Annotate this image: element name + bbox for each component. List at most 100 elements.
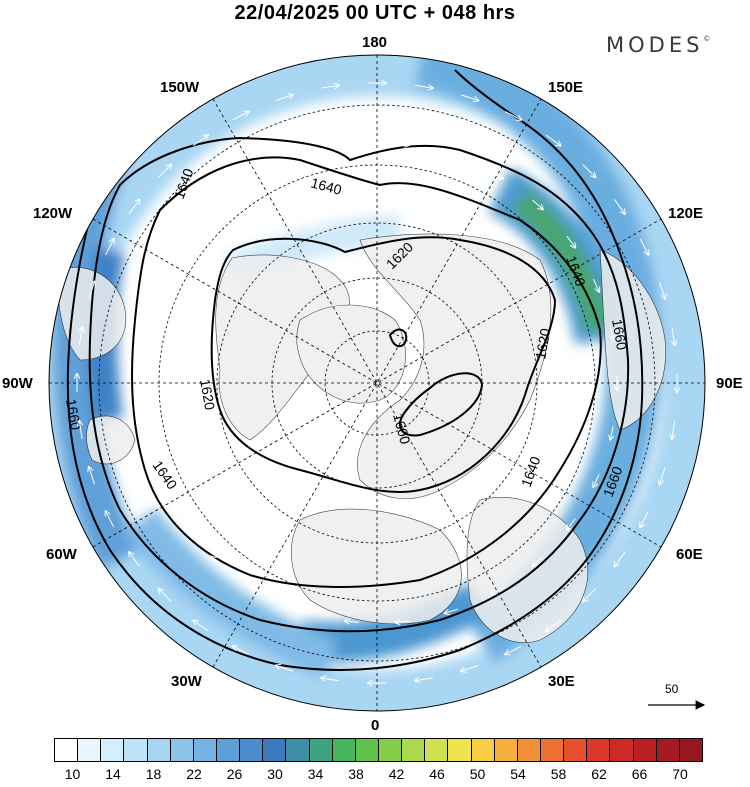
wind-arrow [592,278,599,292]
colorbar-cell [54,738,79,762]
wind-arrow [179,518,188,530]
wind-arrow [250,172,263,180]
wind-arrow [461,665,479,672]
longitude-label: 60W [46,546,77,563]
colorbar-tick-label: 66 [631,766,648,782]
wind-arrow [505,645,522,654]
colorbar-tick-label: 54 [510,766,526,782]
colorbar-cell [239,738,264,762]
wind-arrow [141,426,144,440]
wind-arrow [89,467,95,485]
map-disc: 1640 1640 1620 1640 1660 1620 1600 1620 … [49,55,705,711]
wind-arrow [79,327,82,346]
colorbar-cell [192,738,217,762]
wind-arrow [545,134,561,146]
wind-arrow [659,281,666,299]
colorbar-tick-label: 42 [388,766,405,782]
colorbar-tick-label: 10 [64,766,81,782]
colorbar-cell [632,738,657,762]
wind-arrow [660,466,666,484]
colorbar-cell [308,738,333,762]
colorbar-cell [331,738,356,762]
colorbar-tick-label: 18 [145,766,162,782]
colorbar-tick-label: 46 [429,766,445,782]
longitude-label: 90W [2,375,33,392]
wind-arrow [610,326,613,340]
colorbar-tick-label: 26 [226,766,243,782]
wind-arrow [129,552,141,567]
longitude-label: 60E [676,546,703,563]
contour-label: 1620 [532,327,553,361]
colorbar-cell [354,738,379,762]
brand-logo: MODES© [606,33,710,57]
wind-arrow [639,238,648,255]
colorbar-tick-label: 34 [307,766,324,782]
colorbar-cell [216,738,241,762]
wind-arrow [614,551,626,567]
wind-arrow [490,171,503,179]
wind-arrow [414,85,433,88]
wind-arrow [210,200,221,210]
colorbar-cell [447,738,472,762]
map-border [48,54,706,712]
wind-arrow [296,609,310,614]
colorbar-tick-label: 58 [550,766,567,782]
contour-label: 1640 [309,174,343,198]
wind-arrow [491,586,504,594]
wind-arrow [567,518,576,529]
wind-arrow [233,646,250,655]
wind-arrow [345,621,359,622]
geopotential-contours [66,69,644,671]
longitude-label: 0 [371,717,380,734]
colorbar-cell [100,738,125,762]
colorbar-cell [424,738,449,762]
wind-arrow [321,85,339,88]
colorbar-cell [563,738,588,762]
wind-arrow [532,556,544,566]
colorbar-cell [470,738,495,762]
colorbar-tick-label: 38 [348,766,364,782]
wind-arrow [610,425,613,440]
wind-arrow [583,588,596,602]
wind-arrow [415,678,433,681]
wind-arrow [158,165,172,178]
wind-arrow [154,279,161,293]
colorbar-cell [169,738,194,762]
wind-arrow [640,510,649,527]
wind-arrow [395,144,409,145]
colorbar-tick-label: 70 [672,766,688,782]
wind-arrow [276,666,294,672]
wind-arrow [193,620,209,632]
wind-arrow [613,199,625,214]
wind-arrow [444,152,458,157]
wind-arrow [159,589,172,602]
wind-arrow [128,199,140,215]
colorbar-tick-label: 14 [105,766,121,782]
brand-name: MODES [606,33,704,57]
wind-arrow [178,236,187,248]
wind-arrow [546,619,561,631]
wind-arrow [211,557,222,567]
wind-arrow [593,473,600,487]
wind-arrow [504,111,521,120]
colorbar-cell [540,738,565,762]
wind-arrow [106,511,115,528]
wind-arrow [141,326,144,341]
wind-arrow [445,608,458,613]
wind-arrow [460,94,478,101]
colorbar-cell [262,738,287,762]
colorbar-cell [285,738,310,762]
colorbar-tick-label: 30 [267,766,283,782]
colorbar-cell [378,738,403,762]
wind-arrow [79,421,82,439]
wind-arrow [105,239,114,256]
wind-arrow [532,199,542,209]
colorbar [54,738,703,764]
colorbar-tick-label: 50 [469,766,486,782]
contour-label: 1620 [197,378,218,412]
colorbar-cell [493,738,518,762]
longitude-label: 150W [160,79,200,96]
colorbar-cell [678,738,703,762]
